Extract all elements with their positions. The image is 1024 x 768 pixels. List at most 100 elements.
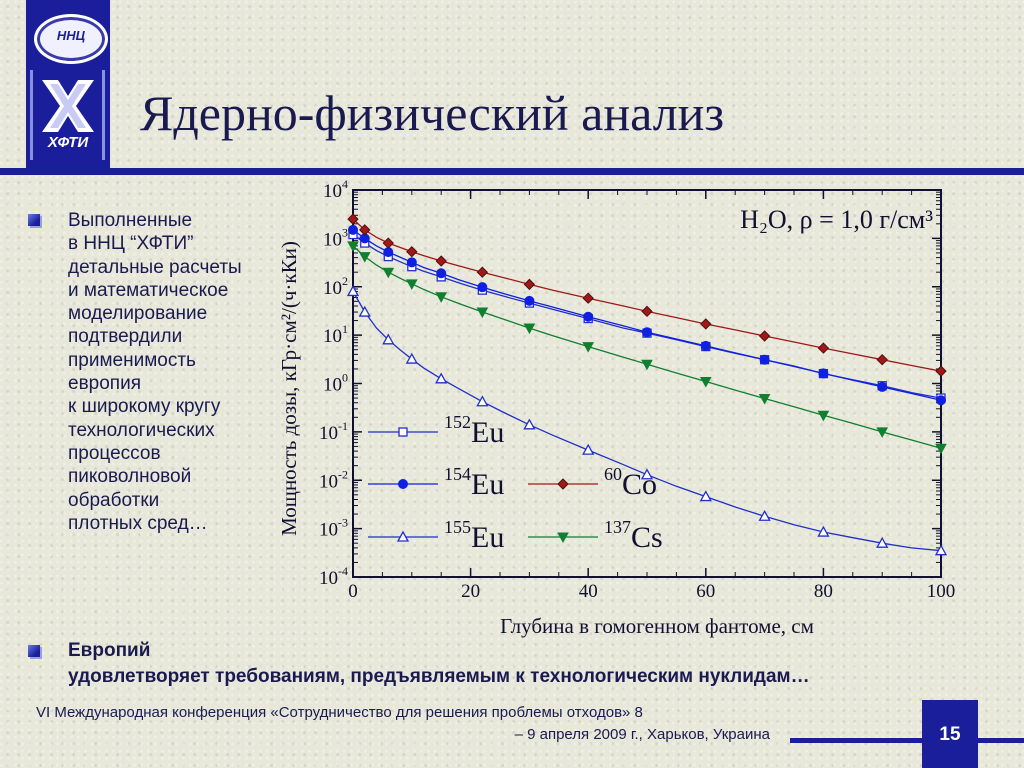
data-point [583,311,594,322]
data-point [936,395,946,406]
data-point [435,255,447,267]
data-point [406,246,418,258]
bottom-heading: Европий [68,640,151,661]
data-point [641,359,653,371]
y-tick-label: 101 [323,322,348,347]
legend-label: 152Eu [444,412,504,449]
bullet-icon [28,645,40,657]
data-point [523,278,536,291]
body-line: детальные расчеты [68,256,242,278]
body-line: моделирование [68,303,208,325]
body-text: Выполненные в ННЦ “ХФТИ” детальные расчеты… [68,209,288,535]
data-point [700,340,711,351]
side-lettering-left-icon [30,70,33,160]
legend-marker [557,478,569,490]
data-point [935,443,947,455]
data-point [383,247,394,258]
y-tick-label: 10-3 [319,516,348,541]
data-point [406,257,417,268]
data-point [817,525,830,537]
data-point [699,376,712,388]
data-point [347,213,359,225]
data-point [435,372,448,384]
y-tick-label: 10-1 [319,419,348,444]
data-point [582,292,594,304]
x-tick-label: 100 [927,581,956,602]
data-point [699,490,712,502]
body-line: технологических [68,419,215,441]
data-point [818,368,829,379]
x-tick-label: 0 [348,581,358,602]
data-point [346,285,360,297]
data-point [435,292,448,303]
y-axis-label: Мощность дозы, кГр·см²/(ч·кКи) [277,241,301,536]
series-line-eu155 [352,291,942,552]
data-point [758,393,771,405]
footer-divider [790,738,1024,743]
body-line: пиковолновой [68,466,192,488]
legend-marker [398,479,408,489]
data-point [876,427,889,438]
data-point [358,252,371,263]
logo-bar: ННЦ ХФТИ [26,0,110,174]
data-point [348,224,358,235]
data-point [436,268,447,279]
legend-marker [557,532,569,544]
data-point [640,468,654,480]
data-point [582,342,595,353]
data-point [382,237,394,249]
kipt-x-logo-icon [42,80,94,132]
side-lettering-right-icon [102,70,105,160]
body-line: обработки [68,489,160,511]
data-point [347,241,359,252]
y-tick-label: 103 [323,225,348,250]
data-point [817,342,830,354]
x-tick-label: 60 [696,581,715,602]
body-line: Выполненные [68,210,193,231]
data-point [476,307,489,319]
data-point [358,305,371,317]
logo-bottom-text: ХФТИ [47,134,89,151]
body-line: европия [68,373,141,395]
data-point [382,267,395,279]
x-tick-label: 40 [579,581,598,602]
logo-top-text: ННЦ [56,28,86,43]
body-line: процессов [68,442,161,464]
y-tick-label: 100 [323,371,348,396]
legend-label: 154Eu [444,464,504,501]
y-tick-label: 104 [323,180,348,202]
data-point [477,282,488,293]
data-point [759,354,770,365]
series-line-cs137 [352,245,942,449]
bullet-icon [28,214,40,226]
slide-title: Ядерно-физический анализ [140,85,725,141]
data-point [476,266,489,278]
data-point [700,318,712,330]
data-point [876,354,888,366]
data-point [523,323,536,335]
data-point [935,365,947,377]
dose-rate-chart: 104 103 102 101 100 10-1 10-2 10-3 10-40 20 40 60 80… [277,180,956,638]
x-tick-label: 20 [461,581,480,602]
data-point [758,509,771,521]
body-line: и математическое [68,279,229,301]
institute-logo-emblem: ННЦ [34,14,108,64]
data-point [382,333,395,345]
legend-label: 60Co [604,464,657,501]
data-point [758,330,771,342]
bottom-statement: удовлетворяет требованиям, предъявляемым… [68,666,810,687]
body-line: в ННЦ “ХФТИ” [68,233,194,255]
legend-label: 137Cs [604,517,663,554]
data-point [877,381,888,392]
data-point [524,295,535,306]
body-line: подтвердили [68,326,183,348]
page-number-box: 15 [922,700,978,768]
legend-marker [398,427,408,437]
x-tick-label: 80 [814,581,833,602]
data-point [476,395,489,407]
data-point [642,327,652,338]
legend-label: 155Eu [444,517,504,554]
plot-frame [352,189,942,578]
legend-marker [396,530,410,542]
data-point [876,536,889,548]
